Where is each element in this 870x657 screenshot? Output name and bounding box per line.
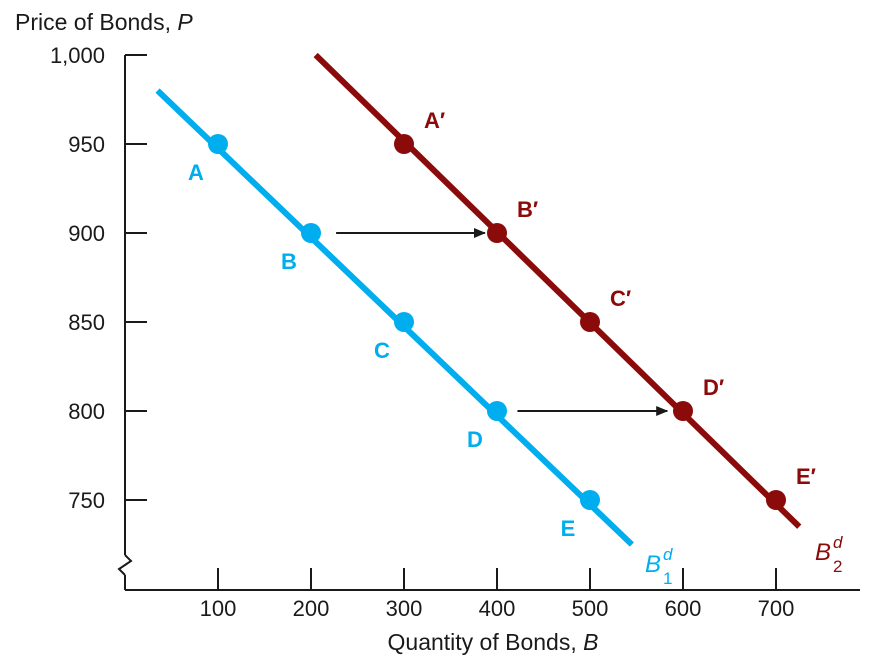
data-point-C xyxy=(394,312,414,332)
y-tick-label: 750 xyxy=(68,488,105,513)
curve-label-base: B xyxy=(815,539,831,566)
x-tick-label: 400 xyxy=(479,596,516,621)
curve-label-superscript: d xyxy=(833,533,843,552)
curve-label-subscript: 1 xyxy=(663,569,672,588)
y-tick-label: 950 xyxy=(68,132,105,157)
series-line-1 xyxy=(155,88,634,547)
point-label: E xyxy=(561,516,576,541)
point-label: C xyxy=(374,338,390,363)
y-axis-break xyxy=(117,554,133,576)
x-tick-label: 300 xyxy=(386,596,423,621)
point-label: D xyxy=(467,427,483,452)
y-tick-label: 900 xyxy=(68,221,105,246)
x-tick-label: 700 xyxy=(758,596,795,621)
data-point-B xyxy=(301,223,321,243)
data-point-E xyxy=(580,490,600,510)
curve-label-base: B xyxy=(645,551,661,578)
point-label: A′ xyxy=(424,108,445,133)
y-axis-ticks: 750 800 850 900 950 1,000 xyxy=(50,43,147,513)
curve-label-superscript: d xyxy=(663,545,673,564)
y-axis-title: Price of Bonds, P xyxy=(15,9,193,35)
data-point-B′ xyxy=(487,223,507,243)
point-label: A xyxy=(188,160,204,185)
axes xyxy=(117,54,860,591)
data-point-D xyxy=(487,401,507,421)
data-point-A xyxy=(208,134,228,154)
y-tick-label: 1,000 xyxy=(50,43,105,68)
x-axis-title: Quantity of Bonds, B xyxy=(388,629,599,655)
y-tick-label: 800 xyxy=(68,399,105,424)
data-point-E′ xyxy=(766,490,786,510)
point-label: E′ xyxy=(796,464,816,489)
data-point-A′ xyxy=(394,134,414,154)
data-point-D′ xyxy=(673,401,693,421)
point-label: B xyxy=(281,249,297,274)
data-point-C′ xyxy=(580,312,600,332)
series-layer: A B C D E A′ B′ C′ D′ E′ xyxy=(155,52,816,547)
x-tick-label: 500 xyxy=(572,596,609,621)
point-label: B′ xyxy=(517,197,538,222)
point-label: C′ xyxy=(610,286,631,311)
x-tick-label: 600 xyxy=(665,596,702,621)
x-tick-label: 200 xyxy=(293,596,330,621)
y-tick-label: 850 xyxy=(68,310,105,335)
series-line-2 xyxy=(313,52,802,529)
x-tick-label: 100 xyxy=(200,596,237,621)
curve-label-subscript: 2 xyxy=(833,557,842,576)
x-axis-ticks: 100 200 300 400 500 600 700 xyxy=(200,568,795,621)
point-label: D′ xyxy=(703,375,724,400)
shift-arrows xyxy=(336,228,669,416)
